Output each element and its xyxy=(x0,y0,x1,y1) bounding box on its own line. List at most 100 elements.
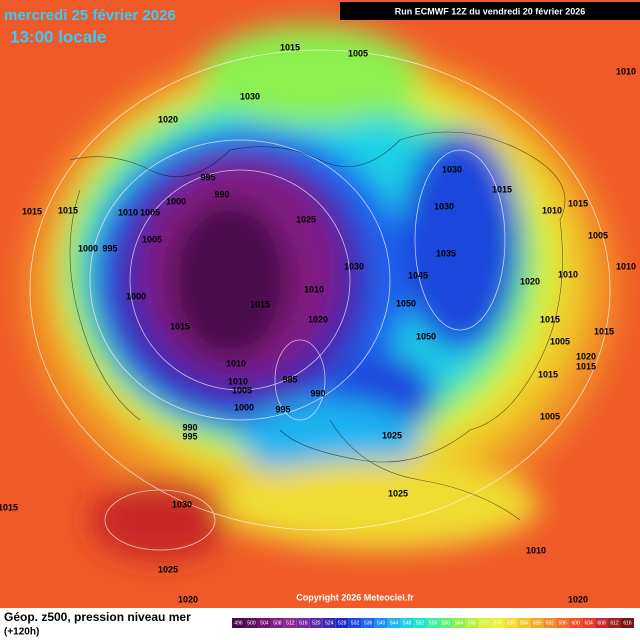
isobar-label: 1020 xyxy=(568,594,588,604)
colorbar-cell xyxy=(232,618,245,628)
isobar-label: 1030 xyxy=(442,164,462,174)
isobar-label: 995 xyxy=(200,172,215,182)
isobar-label: 995 xyxy=(275,404,290,414)
isobar-label: 1015 xyxy=(594,326,614,336)
isobar-label: 1010 xyxy=(616,66,636,76)
legend-subtitle: (+120h) xyxy=(4,627,39,638)
colorbar-cell xyxy=(361,618,375,628)
isobar-label: 1025 xyxy=(382,430,402,440)
colorbar-label: 524 xyxy=(325,620,334,626)
colorbar-cell xyxy=(504,618,518,628)
colorbar-label: 556 xyxy=(429,620,438,626)
isobar-label: 1015 xyxy=(568,198,588,208)
isobar-label: 1020 xyxy=(158,114,178,124)
copyright: Copyright 2026 Meteociel.fr xyxy=(296,592,414,602)
isobar-label: 1010 xyxy=(118,207,138,217)
colorbar-label: 508 xyxy=(273,620,282,626)
isobar-label: 1010 xyxy=(304,284,324,294)
isobar-label: 990 xyxy=(214,189,229,199)
colorbar-label: 552 xyxy=(416,620,425,626)
isobar-label: 1010 xyxy=(616,261,636,271)
isobar-label: 1025 xyxy=(296,214,316,224)
colorbar-cell xyxy=(569,618,583,628)
isobar-label: 990 xyxy=(310,388,325,398)
colorbar-cell xyxy=(348,618,362,628)
colorbar-label: 496 xyxy=(234,620,243,626)
run-info: Run ECMWF 12Z du vendredi 20 février 202… xyxy=(395,6,586,16)
colorbar-cell xyxy=(621,618,634,628)
isobar-label: 1030 xyxy=(344,261,364,271)
isobar-label: 1015 xyxy=(22,206,42,216)
colorbar-label: 584 xyxy=(520,620,529,626)
isobar-label: 1025 xyxy=(158,564,178,574)
isobar-label: 1015 xyxy=(538,369,558,379)
isobar-label: 1015 xyxy=(576,361,596,371)
colorbar-cell xyxy=(257,618,271,628)
colorbar-label: 612 xyxy=(610,620,619,626)
colorbar-label: 500 xyxy=(247,620,256,626)
isobar-label: 1005 xyxy=(348,48,368,58)
colorbar-label: 580 xyxy=(507,620,516,626)
legend-title: Géop. z500, pression niveau mer xyxy=(4,610,191,624)
isobar-label: 1015 xyxy=(250,299,270,309)
colorbar: 496 500 504 508 512 516 520 524 528 532 536 540 544 5… xyxy=(232,618,634,628)
isobar-label: 1030 xyxy=(240,91,260,101)
colorbar-label: 536 xyxy=(364,620,373,626)
isobar-label: 1030 xyxy=(434,201,454,211)
isobar-label: 1015 xyxy=(540,314,560,324)
isobar-label: 1000 xyxy=(78,243,98,253)
colorbar-cell xyxy=(400,618,414,628)
date: mercredi 25 février 2026 xyxy=(4,7,176,24)
run-box xyxy=(340,2,640,20)
isobar-label: 1000 xyxy=(126,291,146,301)
colorbar-label: 544 xyxy=(390,620,399,626)
isobar-label: 1000 xyxy=(234,402,254,412)
colorbar-cell xyxy=(309,618,323,628)
isobar-label: 1030 xyxy=(172,499,192,509)
isobar-label: 1010 xyxy=(526,545,546,555)
colorbar-label: 604 xyxy=(584,620,593,626)
colorbar-label: 564 xyxy=(455,620,464,626)
isobar-label: 1015 xyxy=(170,321,190,331)
colorbar-cell xyxy=(296,618,310,628)
isobar-label: 1025 xyxy=(388,488,408,498)
colorbar-cell xyxy=(439,618,453,628)
isobar-label: 1020 xyxy=(520,276,540,286)
colorbar-label: 516 xyxy=(299,620,308,626)
colorbar-label: 600 xyxy=(571,620,580,626)
isobars xyxy=(29,49,611,551)
legend: Géop. z500, pression niveau mer (+120h) … xyxy=(4,610,634,638)
colorbar-cell xyxy=(595,618,609,628)
isobar-label: 1035 xyxy=(436,248,456,258)
colorbar-cell xyxy=(335,618,349,628)
isobar-label: 1005 xyxy=(140,207,160,217)
colorbar-cell xyxy=(556,618,570,628)
isobar-label: 1005 xyxy=(540,411,560,421)
colorbar-cell xyxy=(283,618,297,628)
isobar-label: 985 xyxy=(282,374,297,384)
colorbar-label: 596 xyxy=(559,620,568,626)
colorbar-cell xyxy=(387,618,401,628)
colorbar-label: 588 xyxy=(533,620,542,626)
isobar-label: 1005 xyxy=(550,336,570,346)
isobar-label: 1000 xyxy=(166,196,186,206)
isobar-label: 1015 xyxy=(58,205,78,215)
colorbar-label: 592 xyxy=(546,620,555,626)
coastlines xyxy=(69,131,566,521)
isobar-label: 1020 xyxy=(178,594,198,604)
colorbar-cell xyxy=(478,618,492,628)
colorbar-label: 572 xyxy=(481,620,490,626)
isobar-label: 1045 xyxy=(408,270,428,280)
colorbar-label: 504 xyxy=(260,620,269,626)
isobar-label: 1010 xyxy=(558,269,578,279)
colorbar-cell xyxy=(491,618,505,628)
isobar-label: 1005 xyxy=(232,385,252,395)
colorbar-cell xyxy=(530,618,544,628)
isobar-label: 1050 xyxy=(416,331,436,341)
colorbar-label: 512 xyxy=(286,620,295,626)
isobar-label: 1015 xyxy=(280,42,300,52)
colorbar-cell xyxy=(270,618,284,628)
